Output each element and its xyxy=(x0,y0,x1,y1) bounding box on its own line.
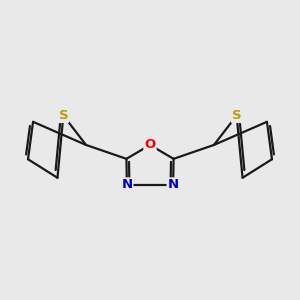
Text: O: O xyxy=(144,139,156,152)
Text: N: N xyxy=(168,178,179,191)
Text: N: N xyxy=(121,178,132,191)
Text: S: S xyxy=(232,109,242,122)
Text: S: S xyxy=(58,109,68,122)
